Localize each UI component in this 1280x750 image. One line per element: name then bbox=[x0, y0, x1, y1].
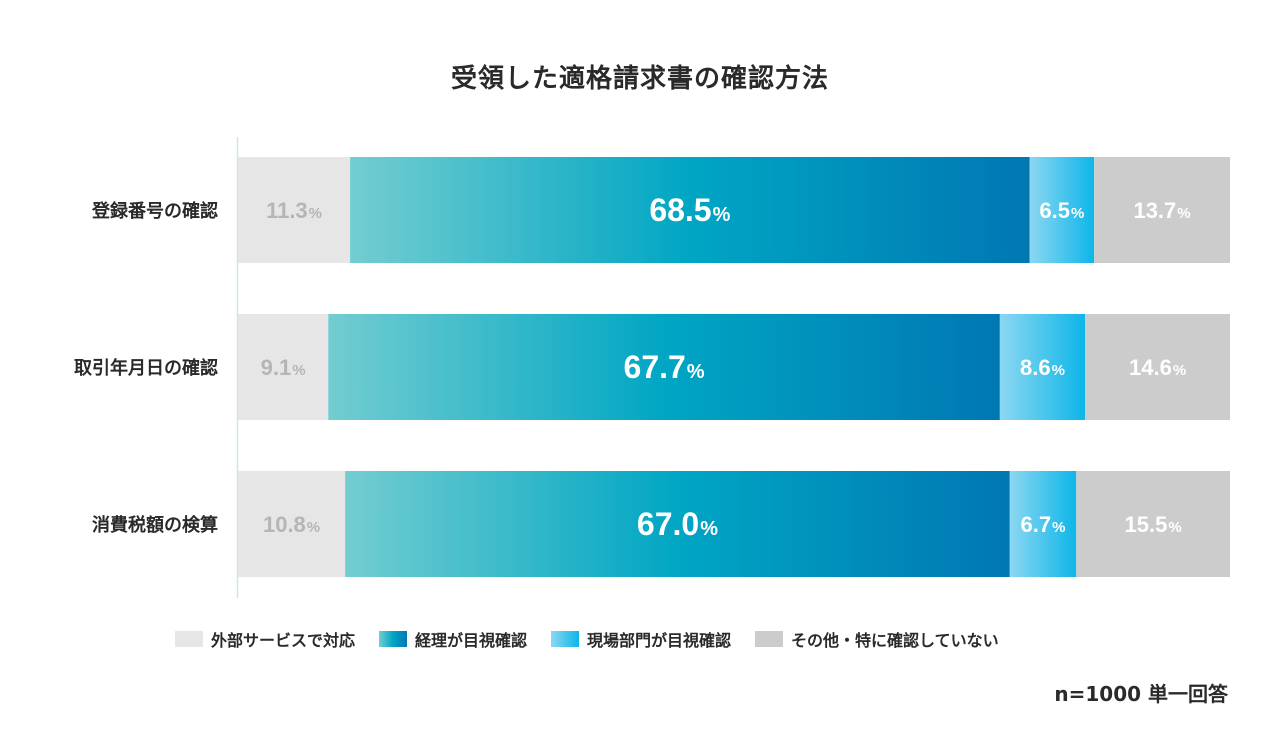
bar-segment bbox=[238, 157, 351, 263]
bar-segment bbox=[238, 314, 329, 420]
bar-segment bbox=[1085, 314, 1230, 420]
legend-item: その他・特に確認していない bbox=[755, 627, 999, 651]
data-label: 6.5% bbox=[1039, 198, 1084, 223]
legend: 外部サービスで対応 経理が目視確認 現場部門が目視確認 その他・特に確認していない bbox=[175, 625, 1023, 653]
category-label: 消費税額の検算 bbox=[92, 514, 218, 536]
legend-swatch bbox=[175, 631, 203, 647]
data-label: 6.7% bbox=[1021, 512, 1066, 537]
legend-label: その他・特に確認していない bbox=[791, 631, 999, 650]
legend-label: 経理が目視確認 bbox=[415, 631, 528, 650]
chart-title: 受領した適格請求書の確認方法 bbox=[450, 64, 829, 94]
bar-segment bbox=[238, 471, 346, 577]
legend-item: 現場部門が目視確認 bbox=[551, 627, 731, 651]
legend-swatch bbox=[379, 631, 408, 647]
bar-segment bbox=[328, 314, 1000, 420]
category-label: 登録番号の確認 bbox=[91, 200, 218, 222]
data-label: 11.3% bbox=[266, 198, 322, 223]
data-label: 9.1% bbox=[261, 355, 306, 380]
data-label: 8.6% bbox=[1020, 355, 1065, 380]
data-label: 68.5% bbox=[649, 192, 730, 228]
legend-item: 経理が目視確認 bbox=[379, 627, 527, 651]
data-label: 13.7% bbox=[1133, 198, 1190, 223]
category-label: 取引年月日の確認 bbox=[74, 357, 218, 379]
data-label: 67.7% bbox=[624, 349, 705, 385]
data-label: 15.5% bbox=[1125, 512, 1182, 537]
bar-segment bbox=[345, 471, 1010, 577]
bar-segment bbox=[350, 157, 1030, 263]
data-label: 10.8% bbox=[263, 512, 320, 537]
legend-label: 現場部門が目視確認 bbox=[587, 631, 732, 650]
bar-segment bbox=[1076, 471, 1230, 577]
legend-label: 外部サービスで対応 bbox=[211, 631, 356, 650]
legend-item: 外部サービスで対応 bbox=[175, 627, 355, 651]
bar-segment bbox=[1094, 157, 1230, 263]
bar-segment bbox=[999, 314, 1086, 420]
bar-segment bbox=[1029, 157, 1095, 263]
bar-segment bbox=[1009, 471, 1077, 577]
sample-note: n=1000 単一回答 bbox=[1054, 682, 1228, 706]
legend-swatch bbox=[755, 631, 784, 647]
data-label: 14.6% bbox=[1129, 355, 1186, 380]
legend-swatch bbox=[551, 631, 580, 647]
data-label: 67.0% bbox=[637, 506, 718, 542]
